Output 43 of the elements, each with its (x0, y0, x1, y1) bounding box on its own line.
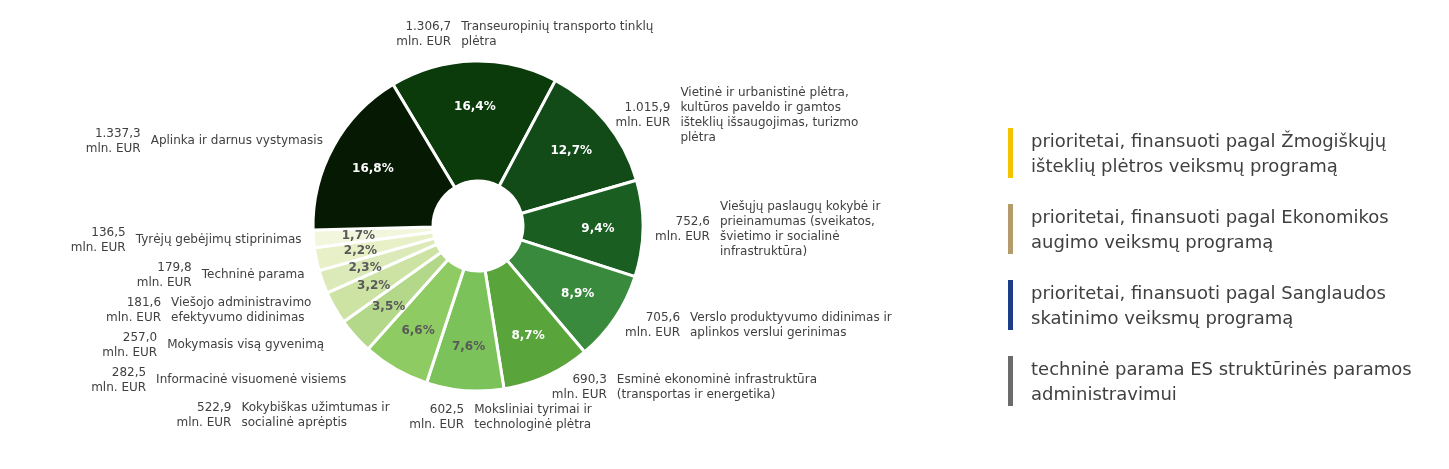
slice-label: Informacinė visuomenė visiems (156, 372, 347, 388)
text: 1,7% (341, 228, 376, 243)
data-label: 282,5 mln. EUR (91, 364, 147, 395)
slice-label: Verslo produktyvumo didinimas ir aplinkos verslui gerinimas (690, 309, 892, 340)
data-label: 602,5 mln. EUR (409, 402, 465, 433)
category-label: prioritetai, finansuoti pagal Ekonomikos augimo veiksmų programą (1031, 205, 1390, 254)
text: 8,7% (511, 328, 545, 343)
text: 12,7% (550, 143, 593, 158)
data-label: 690,3 mln. EUR (551, 371, 607, 402)
data-label: 705,6 mln. EUR (625, 309, 681, 340)
data-label: 179,8 mln. EUR (136, 259, 192, 290)
slice-label: Tyrėjų gebėjimų stiprinimas (135, 232, 302, 248)
slice-label: Mokymasis visą gyvenimą (167, 337, 325, 353)
text: 3,5% (372, 299, 406, 314)
slice-label: Vietinė ir urbanistinė plėtra, kultūros paveldo ir gamtos išteklių išsaugojimas, turizmo plėtra (680, 84, 859, 145)
slice-label: Kokybiškas užimtumas ir socialinė aprėptis (241, 399, 390, 430)
slice-label: Aplinka ir darnus vystymasis (150, 133, 323, 149)
data-label: 257,0 mln. EUR (102, 329, 158, 360)
slice-label: Transeuropinių transporto tinklų plėtra (461, 19, 654, 50)
text: 2,3% (348, 259, 382, 274)
data-label: 1.337,3 mln. EUR (85, 125, 141, 156)
data-label: 522,9 mln. EUR (176, 399, 232, 430)
slice-label: Esminė ekonominė infrastruktūra (transportas ir energetika) (616, 371, 817, 402)
data-label: 1.015,9 mln. EUR (615, 99, 671, 130)
text: 6,6% (401, 322, 435, 337)
text: 16,4% (454, 99, 496, 114)
category-label: prioritetai, finansuoti pagal Sanglaudos skatinimo veiksmų programą (1031, 281, 1387, 330)
data-label: 1.306,7 mln. EUR (396, 19, 452, 50)
text: 9,4% (581, 220, 615, 235)
text: 3,2% (357, 278, 391, 293)
data-label: 752,6 mln. EUR (654, 213, 710, 244)
category-label: techninė parama ES struktūrinės paramos administravimui (1031, 357, 1413, 406)
text: 16,8% (352, 161, 394, 176)
category-label: prioritetai, finansuoti pagal Žmogiškųjų išteklių plėtros veiksmų programą (1031, 129, 1388, 178)
text: 7,6% (451, 338, 486, 353)
data-label: 136,5 mln. EUR (70, 224, 126, 255)
slice-label: Techninė parama (201, 267, 305, 283)
slice-label: Viešojo administravimo efektyvumo didinimas (171, 294, 312, 325)
slice-label: Viešųjų paslaugų kokybė ir prieinamumas (sveikatos, švietimo ir socialinė infrastruktūra) (719, 198, 881, 259)
text: 8,9% (561, 285, 595, 300)
slice-label: Moksliniai tyrimai ir technologinė plėtra (474, 402, 592, 433)
data-label: 181,6 mln. EUR (106, 294, 162, 325)
text: 2,2% (343, 243, 378, 258)
